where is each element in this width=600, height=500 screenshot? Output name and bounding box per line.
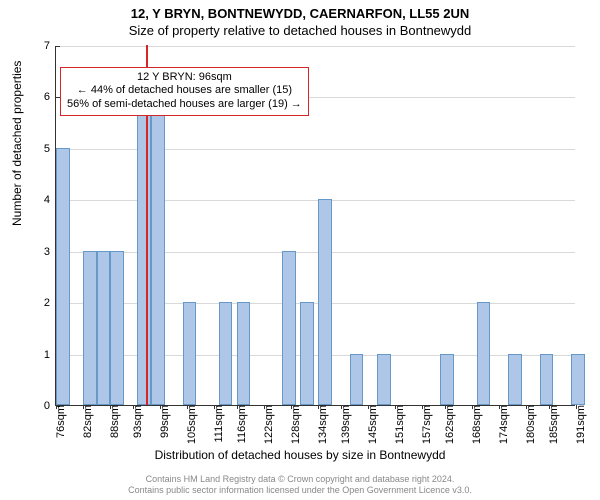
gridline bbox=[56, 355, 575, 356]
x-tick-label: 105sqm bbox=[184, 405, 198, 444]
y-tick: 7 bbox=[44, 40, 56, 52]
x-tick-label: 185sqm bbox=[546, 405, 560, 444]
footer-line-2: Contains public sector information licen… bbox=[0, 485, 600, 496]
histogram-bar bbox=[508, 354, 522, 405]
attribution-footer: Contains HM Land Registry data © Crown c… bbox=[0, 474, 600, 497]
x-tick-label: 162sqm bbox=[442, 405, 456, 444]
x-axis-label: Distribution of detached houses by size … bbox=[0, 448, 600, 462]
histogram-bar bbox=[219, 302, 233, 405]
x-tick-label: 93sqm bbox=[130, 405, 144, 438]
histogram-bar bbox=[477, 302, 491, 405]
annotation-line: 12 Y BRYN: 96sqm bbox=[67, 71, 302, 85]
y-tick: 3 bbox=[44, 246, 56, 258]
annotation-line: 56% of semi-detached houses are larger (… bbox=[67, 98, 302, 112]
histogram-bar bbox=[137, 96, 151, 405]
x-tick-label: 145sqm bbox=[365, 405, 379, 444]
y-axis-label: Number of detached properties bbox=[10, 61, 24, 226]
x-tick-label: 180sqm bbox=[523, 405, 537, 444]
histogram-bar bbox=[56, 148, 70, 405]
histogram-bar bbox=[83, 251, 97, 405]
gridline bbox=[56, 200, 575, 201]
x-tick-label: 168sqm bbox=[469, 405, 483, 444]
y-tick: 4 bbox=[44, 194, 56, 206]
annotation-box: 12 Y BRYN: 96sqm← 44% of detached houses… bbox=[60, 67, 309, 116]
x-tick-label: 139sqm bbox=[338, 405, 352, 444]
x-tick-label: 134sqm bbox=[315, 405, 329, 444]
y-tick: 6 bbox=[44, 91, 56, 103]
x-tick-label: 76sqm bbox=[53, 405, 67, 438]
histogram-bar bbox=[377, 354, 391, 405]
annotation-line: ← 44% of detached houses are smaller (15… bbox=[67, 84, 302, 98]
histogram-bar bbox=[282, 251, 296, 405]
histogram-plot: 0123456712 Y BRYN: 96sqm← 44% of detache… bbox=[55, 46, 575, 406]
histogram-bar bbox=[318, 199, 332, 405]
x-tick-label: 122sqm bbox=[261, 405, 275, 444]
histogram-bar bbox=[571, 354, 585, 405]
y-tick: 2 bbox=[44, 297, 56, 309]
gridline bbox=[56, 303, 575, 304]
histogram-bar bbox=[350, 354, 364, 405]
histogram-bar bbox=[151, 96, 165, 405]
x-tick-label: 111sqm bbox=[211, 405, 225, 443]
gridline bbox=[56, 252, 575, 253]
x-tick-label: 99sqm bbox=[157, 405, 171, 438]
x-tick-label: 151sqm bbox=[392, 405, 406, 444]
histogram-bar bbox=[540, 354, 554, 405]
x-tick-label: 116sqm bbox=[234, 405, 248, 443]
histogram-bar bbox=[97, 251, 111, 405]
x-tick-label: 88sqm bbox=[107, 405, 121, 438]
histogram-bar bbox=[110, 251, 124, 405]
x-tick-label: 174sqm bbox=[496, 405, 510, 444]
footer-line-1: Contains HM Land Registry data © Crown c… bbox=[0, 474, 600, 485]
gridline bbox=[56, 46, 575, 47]
gridline bbox=[56, 149, 575, 150]
x-tick-label: 82sqm bbox=[80, 405, 94, 438]
x-tick-label: 191sqm bbox=[573, 405, 587, 444]
histogram-bar bbox=[237, 302, 251, 405]
page-subtitle: Size of property relative to detached ho… bbox=[0, 21, 600, 38]
y-tick: 1 bbox=[44, 349, 56, 361]
histogram-bar bbox=[440, 354, 454, 405]
page-title: 12, Y BRYN, BONTNEWYDD, CAERNARFON, LL55… bbox=[0, 0, 600, 21]
histogram-bar bbox=[300, 302, 314, 405]
x-tick-label: 157sqm bbox=[419, 405, 433, 444]
x-tick-label: 128sqm bbox=[288, 405, 302, 444]
histogram-bar bbox=[183, 302, 197, 405]
y-tick: 5 bbox=[44, 143, 56, 155]
